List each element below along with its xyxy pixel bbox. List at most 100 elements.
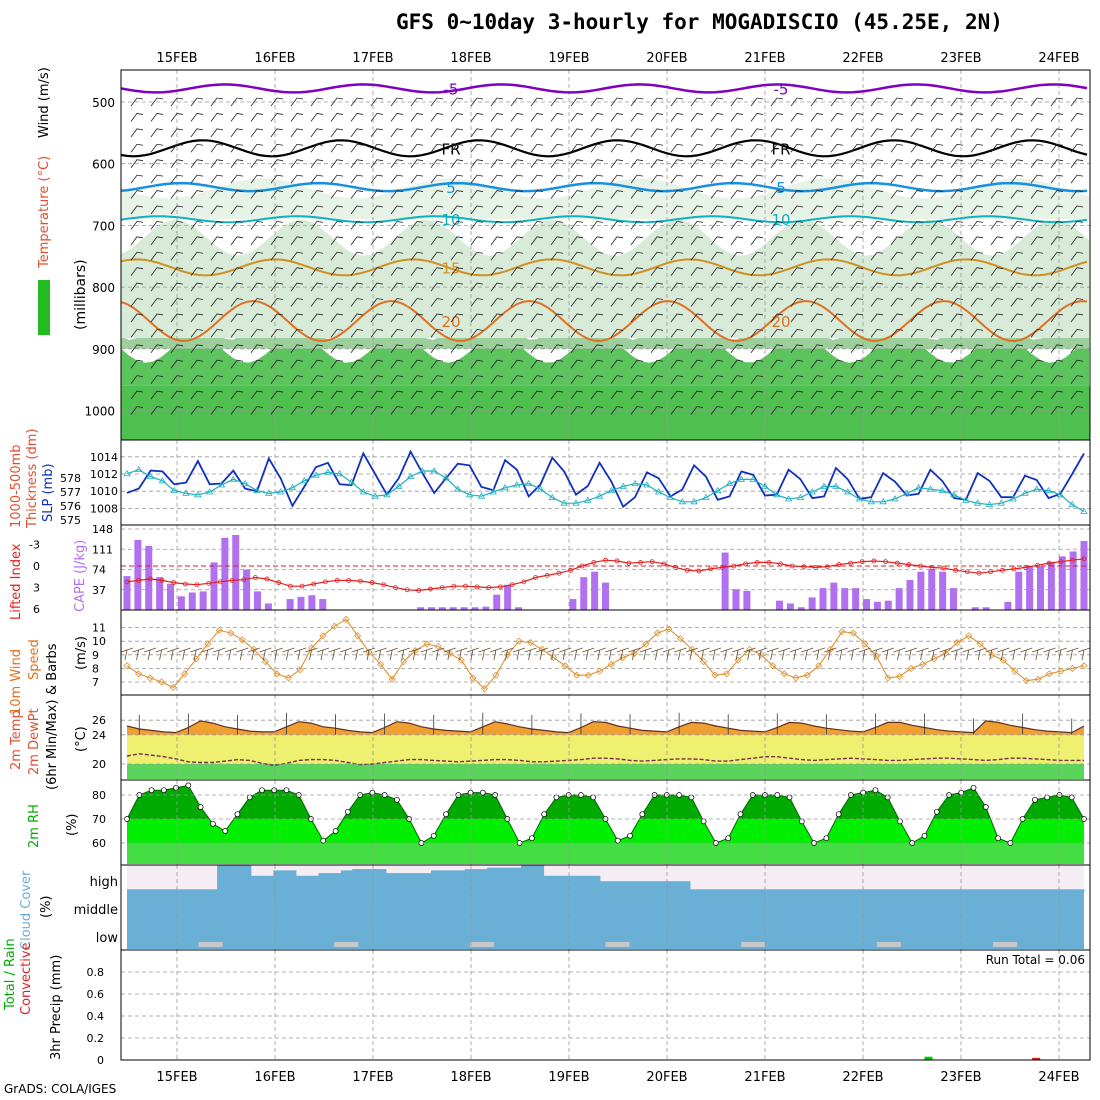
wind-barb (1070, 390, 1084, 400)
thickness-marker (926, 485, 935, 492)
li-marker (498, 584, 503, 590)
wind-barb (130, 251, 144, 261)
cape-bar (819, 588, 827, 610)
wind-barb (650, 359, 664, 369)
wind-barb (870, 390, 884, 400)
wind-barb (1050, 359, 1064, 369)
wind-barb (870, 128, 884, 138)
li-marker (521, 579, 527, 585)
cape-bar (884, 600, 892, 610)
rh-marker (1032, 796, 1038, 803)
wind-barb (190, 267, 204, 276)
wind-barb (1030, 112, 1044, 122)
li-tick: 6 (33, 603, 40, 616)
wind-barb (650, 97, 664, 107)
wind-barb (610, 251, 624, 261)
wind-barb (470, 344, 484, 354)
thickness-marker (654, 488, 663, 495)
wind-barb (470, 359, 484, 369)
li-marker (381, 582, 387, 588)
wind-speed-marker (342, 615, 350, 624)
wind-barb (790, 359, 804, 369)
li-marker (124, 579, 130, 585)
wind-barb (650, 313, 664, 323)
thickness-marker (418, 467, 427, 474)
wind-barb (770, 406, 784, 415)
wind-speed-marker (1045, 670, 1053, 678)
wind-barb (750, 112, 764, 122)
wind-barb (370, 251, 384, 261)
wind-barb (1050, 406, 1064, 415)
wind-barb (770, 328, 784, 338)
li-marker (719, 565, 725, 570)
wind-barb (670, 190, 684, 199)
wind-barb (150, 282, 164, 292)
wind-barb (430, 344, 444, 354)
wind-barb (950, 236, 964, 246)
li-marker (346, 578, 352, 583)
wind-barb-10m (120, 647, 134, 661)
precip-bar (924, 1056, 933, 1060)
wind-barb (970, 97, 984, 107)
wind-barb-10m (512, 647, 526, 661)
wind-barb (1070, 313, 1084, 323)
li-marker (918, 563, 924, 569)
wind-barb (330, 205, 344, 215)
wind-barb (210, 313, 224, 323)
thickness-marker (253, 486, 261, 493)
cloud-high-bar (858, 889, 871, 892)
wind-barb (410, 328, 424, 338)
wind-barb (410, 267, 424, 276)
wind-barb (550, 282, 564, 292)
thickness-marker (690, 498, 698, 505)
wind-barb (350, 282, 364, 292)
wind-barb-10m (501, 647, 514, 661)
cape-bar (1037, 566, 1044, 610)
li-marker (976, 570, 982, 576)
cloud-high-bar (1050, 889, 1062, 892)
wind-barb (950, 298, 964, 307)
wind-barb (290, 328, 304, 338)
precip-total-label: Total / Rain (3, 938, 18, 1011)
wind-barb (410, 406, 424, 415)
wind-barb (810, 390, 824, 400)
cloud-high-bar (903, 889, 916, 892)
rh-marker (394, 796, 400, 803)
wind-barb (690, 174, 704, 184)
temperature-contour (120, 215, 1088, 224)
wind-barb (590, 128, 604, 138)
cloud-high-bar (948, 889, 961, 892)
wind-barb-10m (904, 647, 918, 661)
wind-barb (810, 205, 824, 215)
wind-barb (310, 236, 324, 246)
rh-marker (320, 837, 327, 844)
wind-barb (130, 298, 144, 307)
wind-barb (590, 251, 604, 261)
li-marker (416, 588, 422, 593)
wind-barb (370, 313, 384, 323)
cloud-high-bar (194, 889, 207, 892)
wind-speed-marker (400, 658, 408, 666)
li-marker (276, 580, 282, 585)
wind-barb (670, 344, 684, 354)
li-marker (1069, 557, 1075, 563)
wind-barb (610, 344, 624, 354)
wind-barb (430, 128, 444, 138)
wind-barb (1030, 282, 1044, 292)
wind-barb (650, 128, 664, 138)
wind-barb (390, 298, 404, 307)
wind-tick: 8 (92, 662, 99, 675)
li-marker (836, 562, 842, 567)
wind-barb (450, 375, 464, 384)
wind-barb (590, 298, 604, 307)
wind-barb (930, 328, 944, 338)
wind-barb (490, 298, 504, 307)
thickness-marker (619, 482, 627, 489)
wind-barb (590, 267, 604, 276)
wind-barb-10m (143, 647, 157, 661)
cape-bar (221, 537, 229, 610)
wind-barb (1050, 143, 1064, 153)
li-marker (731, 563, 737, 569)
wind-speed-marker (388, 675, 396, 683)
cape-bar (177, 596, 185, 610)
